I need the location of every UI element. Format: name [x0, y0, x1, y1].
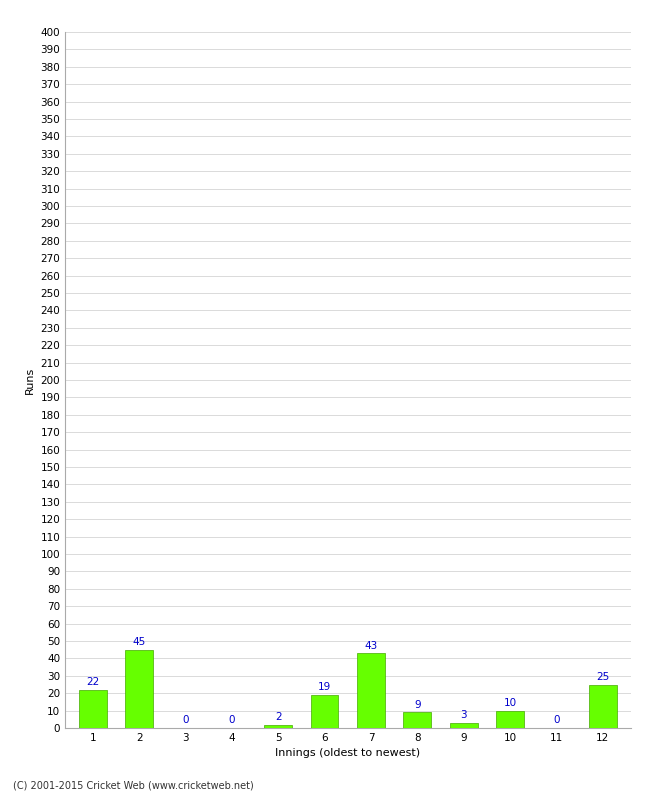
Text: 0: 0 [182, 715, 188, 726]
Bar [496, 710, 524, 728]
Bar [589, 685, 617, 728]
Text: 45: 45 [133, 637, 146, 647]
Text: 25: 25 [596, 672, 609, 682]
Bar [311, 695, 339, 728]
Bar [357, 653, 385, 728]
Text: 19: 19 [318, 682, 332, 692]
Text: 3: 3 [460, 710, 467, 720]
Text: 0: 0 [229, 715, 235, 726]
Y-axis label: Runs: Runs [25, 366, 35, 394]
Bar [265, 725, 292, 728]
Text: 0: 0 [553, 715, 560, 726]
Text: 22: 22 [86, 677, 99, 687]
Bar [404, 712, 431, 728]
Text: 10: 10 [503, 698, 517, 708]
Text: (C) 2001-2015 Cricket Web (www.cricketweb.net): (C) 2001-2015 Cricket Web (www.cricketwe… [13, 781, 254, 790]
Bar [125, 650, 153, 728]
Text: 9: 9 [414, 700, 421, 710]
Bar [450, 722, 478, 728]
Text: 2: 2 [275, 712, 281, 722]
Bar [79, 690, 107, 728]
X-axis label: Innings (oldest to newest): Innings (oldest to newest) [275, 749, 421, 758]
Text: 43: 43 [364, 641, 378, 650]
